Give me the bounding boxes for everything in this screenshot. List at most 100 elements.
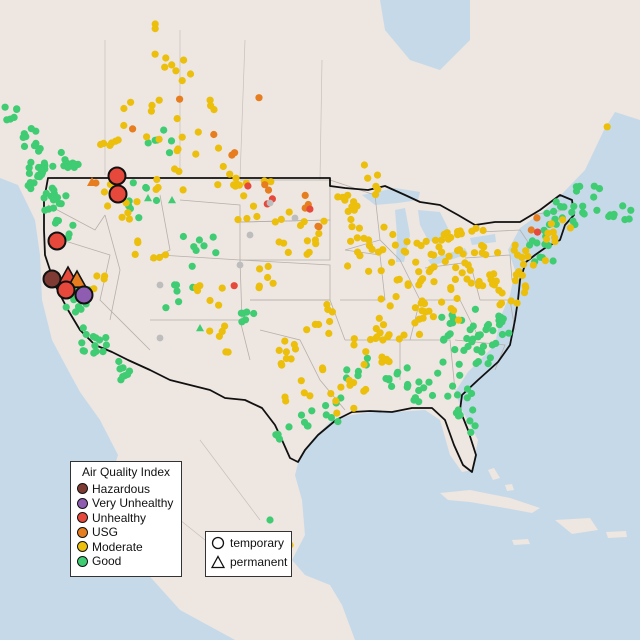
good-site (327, 414, 335, 422)
moderate-site (151, 50, 159, 58)
good-site (70, 160, 79, 168)
usg-site (231, 149, 239, 157)
moderate-site (269, 279, 277, 287)
usg-site (176, 95, 184, 103)
moderate-site (400, 247, 408, 255)
good-site (285, 423, 293, 431)
moderate-site (422, 237, 430, 245)
moderate-site (104, 202, 112, 210)
moderate-site (411, 319, 419, 327)
moderate-swatch (77, 541, 88, 553)
moderate-site (365, 267, 373, 275)
good-site (95, 336, 104, 344)
moderate-site (178, 77, 186, 85)
good-site (505, 329, 513, 337)
good-site (625, 215, 633, 223)
good-site (26, 179, 34, 187)
moderate-site (368, 245, 376, 253)
good-site (471, 422, 479, 430)
moderate-site (120, 121, 128, 130)
very-unhealthy-swatch (77, 497, 88, 509)
good-site (64, 163, 72, 172)
grey-site (156, 281, 164, 289)
moderate-site (354, 248, 362, 256)
moderate-site (430, 278, 438, 286)
good-site (78, 339, 86, 347)
good-site (479, 342, 488, 350)
good-site (463, 385, 472, 393)
moderate-site (386, 302, 394, 310)
moderate-site (543, 235, 551, 243)
us-border (43, 177, 575, 473)
good-site (200, 242, 208, 250)
moderate-site (303, 237, 311, 245)
moderate-site (418, 297, 426, 305)
moderate-site (243, 214, 251, 223)
moderate-site (520, 289, 529, 297)
moderate-site (443, 229, 451, 237)
jamaica (512, 539, 530, 545)
good-site (175, 298, 183, 306)
good-site (560, 203, 568, 211)
good-site (590, 193, 598, 201)
good-site (79, 324, 87, 332)
moderate-site (419, 275, 427, 283)
moderate-site (380, 223, 388, 231)
moderate-site (218, 327, 226, 335)
moderate-site (513, 299, 521, 307)
moderate-site (524, 252, 532, 260)
good-site (188, 262, 196, 270)
usg-permanent-site (87, 177, 97, 186)
moderate-site (474, 281, 483, 289)
good-site (195, 236, 203, 244)
moderate-site (412, 258, 420, 266)
good-site (71, 308, 80, 316)
moderate-site (478, 249, 486, 257)
good-site (543, 209, 551, 217)
usg-site (264, 186, 273, 194)
moderate-site (122, 199, 130, 207)
moderate-site (347, 237, 355, 245)
moderate-site (256, 265, 264, 273)
moderate-site (337, 383, 345, 391)
moderate-site (315, 230, 323, 238)
good-site (27, 185, 35, 193)
unhealthy-site (244, 182, 252, 190)
moderate-site (431, 236, 440, 244)
grey-site (266, 199, 274, 207)
legend-label: permanent (230, 554, 288, 569)
moderate-site (378, 353, 386, 361)
good-site (102, 341, 110, 349)
moderate-site (151, 20, 159, 28)
good-site (50, 194, 58, 203)
moderate-site (162, 54, 170, 62)
unhealthy-site-large (47, 231, 67, 251)
moderate-site (161, 251, 170, 259)
legend-label: temporary (230, 535, 285, 550)
good-site (144, 139, 152, 147)
lake-huron (418, 210, 448, 245)
good-site (415, 378, 423, 386)
moderate-site (219, 162, 227, 171)
moderate-site (447, 284, 455, 292)
moderate-site (452, 264, 460, 272)
moderate-site (127, 98, 135, 106)
moderate-site (425, 268, 433, 276)
good-site (129, 179, 137, 187)
moderate-site (282, 397, 290, 405)
aqi-legend: Air Quality Index Hazardous Very Unhealt… (70, 461, 182, 577)
moderate-site (479, 226, 487, 234)
moderate-site (435, 243, 443, 251)
moderate-site (362, 348, 370, 356)
good-site (50, 186, 58, 194)
moderate-site (551, 238, 559, 246)
good-site (469, 322, 477, 330)
good-site (25, 169, 33, 177)
moderate-site (333, 409, 341, 417)
moderate-site (249, 202, 258, 210)
moderate-site (194, 128, 202, 136)
moderate-site (325, 329, 333, 337)
unhealthy-site-large (56, 280, 76, 300)
good-site (142, 184, 150, 192)
moderate-site (470, 249, 479, 257)
